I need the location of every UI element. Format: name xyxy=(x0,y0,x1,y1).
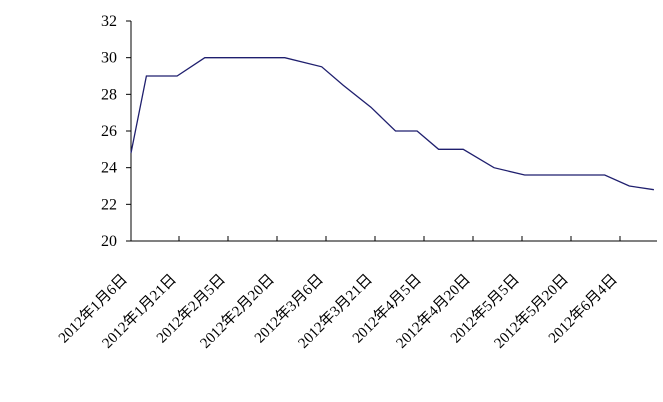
y-tick-label: 30 xyxy=(101,50,117,67)
y-tick-label: 24 xyxy=(101,160,117,177)
y-tick-label: 26 xyxy=(101,123,117,140)
y-tick-label: 20 xyxy=(101,233,117,250)
y-tick-label: 28 xyxy=(101,86,117,103)
series-line xyxy=(130,57,654,191)
y-tick-label: 22 xyxy=(101,196,117,213)
y-tick-label: 32 xyxy=(101,13,117,30)
